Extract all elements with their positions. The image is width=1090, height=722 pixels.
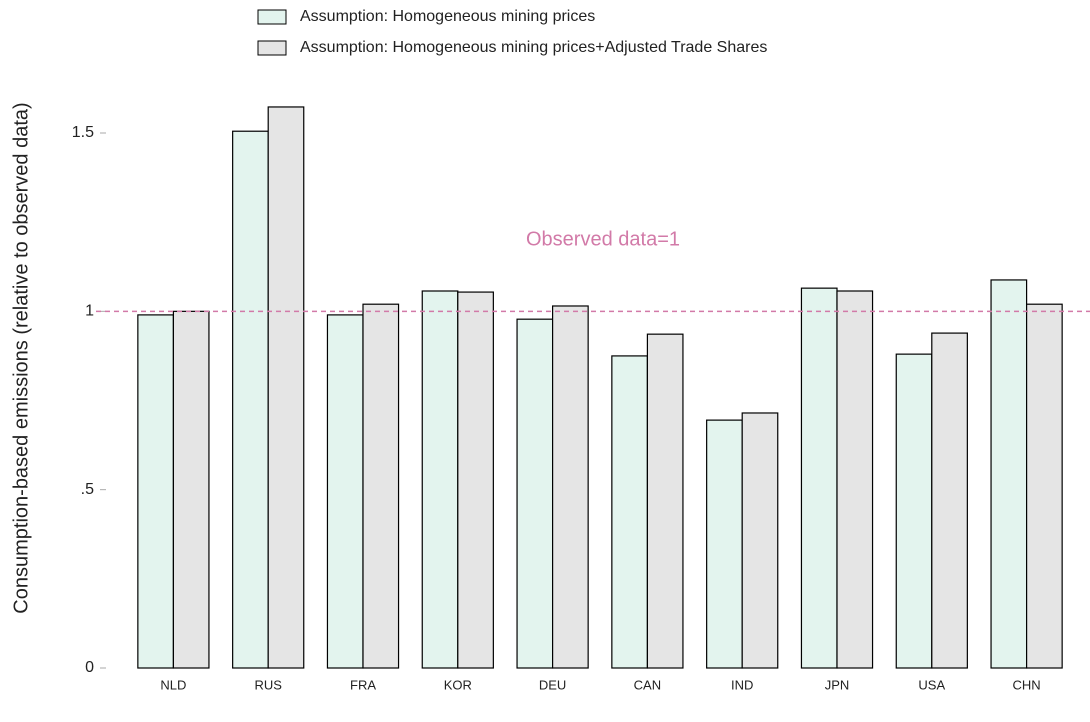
y-tick-label: .5	[81, 481, 94, 498]
bar	[172, 310, 210, 669]
legend-label: Assumption: Homogeneous mining prices	[300, 8, 595, 25]
x-tick-label: DEU	[539, 677, 566, 692]
bar	[895, 353, 933, 669]
x-tick-label: USA	[918, 677, 945, 692]
x-tick-label: IND	[731, 677, 753, 692]
bar	[551, 305, 589, 669]
bar	[800, 287, 838, 669]
bar	[931, 332, 968, 669]
bar	[990, 279, 1028, 669]
x-tick-label: FRA	[350, 677, 376, 692]
y-tick-label: 0	[85, 659, 94, 676]
bar	[137, 314, 175, 669]
x-tick-label: JPN	[825, 677, 850, 692]
bar	[646, 333, 684, 669]
bar	[267, 106, 305, 669]
bar	[362, 303, 400, 669]
y-axis-label: Consumption-based emissions (relative to…	[10, 102, 32, 613]
bar	[232, 130, 269, 669]
x-tick-label: KOR	[444, 677, 472, 692]
x-tick-label: RUS	[254, 677, 282, 692]
bar	[326, 314, 364, 669]
bar	[421, 290, 459, 669]
bar	[457, 291, 494, 669]
bar	[741, 412, 779, 669]
legend-label: Assumption: Homogeneous mining prices+Ad…	[300, 39, 767, 56]
legend-swatch	[257, 40, 287, 56]
y-tick-label: 1	[85, 303, 94, 320]
bar	[706, 419, 743, 669]
bar	[611, 355, 648, 669]
legend-swatch	[257, 9, 287, 25]
x-tick-label: CAN	[634, 677, 661, 692]
x-tick-label: NLD	[160, 677, 186, 692]
x-tick-label: CHN	[1013, 677, 1041, 692]
bar	[516, 318, 554, 669]
y-tick-label: 1.5	[72, 124, 94, 141]
bar	[836, 290, 874, 669]
reference-label: Observed data=1	[526, 228, 680, 250]
bar	[1025, 303, 1063, 669]
